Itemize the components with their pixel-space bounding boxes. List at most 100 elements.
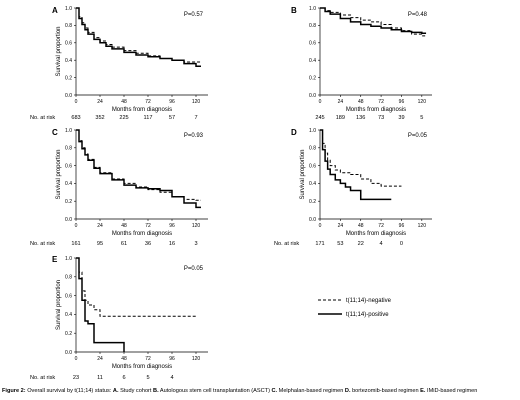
panel-e-xtick-label: 96	[169, 356, 175, 362]
panel-c-xtick-label: 120	[192, 223, 201, 229]
panel-d-ytick-label: 1.0	[309, 128, 316, 134]
panel-a-letter: A	[52, 6, 58, 15]
panel-b-at-risk-value: 245	[315, 115, 324, 121]
panel-a-at-risk-label: No. at risk	[30, 115, 55, 121]
panel-a-ytick-label: 0.8	[65, 23, 72, 29]
panel-a-ytick-label: 0.0	[65, 93, 72, 99]
panel-a-ytick-label: 0.2	[65, 75, 72, 81]
panel-a-at-risk-value: 117	[144, 115, 153, 121]
panel-a-xtick-label: 120	[192, 99, 201, 105]
panel-a-pvalue: P=0.57	[184, 12, 204, 18]
panel-e-ytick-label: 0.8	[65, 275, 72, 281]
caption-part-b: Autologous stem cell transplantation (AS…	[159, 388, 270, 394]
caption-part-e: IMiD-based regimen	[427, 388, 478, 394]
panel-e-at-risk-value: 5	[146, 375, 149, 381]
figure-caption: Figure 2: Overall survival by t(11;14) s…	[2, 388, 520, 394]
panel-b-xtick-label: 72	[378, 99, 384, 105]
panel-d-xtick-label: 96	[399, 223, 405, 229]
panel-d-letter: D	[291, 128, 297, 137]
panel-c-xtick-label: 72	[145, 223, 151, 229]
panel-e-ylabel: Survival proportion	[56, 280, 62, 330]
panel-c-ylabel: Survival proportion	[56, 149, 62, 199]
panel-c-xtick-label: 48	[121, 223, 127, 229]
panel-d-xtick-label: 0	[319, 223, 322, 229]
panel-b-ytick-label: 1.0	[309, 6, 316, 12]
panel-a-xtick-label: 24	[97, 99, 103, 105]
panel-b-series-solid	[320, 7, 427, 34]
panel-e-pvalue: P=0.05	[184, 266, 204, 272]
panel-d-series-dashed	[320, 129, 402, 187]
panel-d-xtick-label: 72	[378, 223, 384, 229]
panel-a-xtick-label: 48	[121, 99, 127, 105]
panel-c-at-risk-value: 16	[169, 241, 175, 247]
panel-e-letter: E	[52, 255, 58, 264]
caption-part-c: Melphalan-based regimen	[278, 388, 344, 394]
panel-a-ytick-label: 0.6	[65, 41, 72, 47]
panel-e-ytick-label: 1.0	[65, 256, 72, 262]
caption-label: Figure 2:	[2, 388, 26, 394]
panel-d-xtick-label: 120	[418, 223, 427, 229]
caption-letter-e: E.	[420, 388, 426, 394]
panel-a-series-solid	[76, 7, 201, 68]
panel-b-at-risk-value: 189	[336, 115, 345, 121]
panel-c-xtick-label: 96	[169, 223, 175, 229]
panel-c-ytick-label: 0.0	[65, 217, 72, 223]
panel-e-series-dashed	[76, 257, 196, 317]
panel-e-at-risk-label: No. at risk	[30, 375, 55, 381]
panel-e-at-risk-value: 4	[170, 375, 173, 381]
panel-d-ytick-label: 0.8	[309, 146, 316, 152]
panel-c-letter: C	[52, 128, 58, 137]
panel-e-ytick-label: 0.4	[65, 312, 72, 318]
panel-b-xlabel: Months from diagnosis	[346, 107, 406, 113]
panel-e-xtick-label: 120	[192, 356, 201, 362]
caption-letter-b: B.	[153, 388, 159, 394]
panel-d-at-risk-value: 53	[337, 241, 343, 247]
panel-a-at-risk-value: 7	[194, 115, 197, 121]
panel-d-xlabel: Months from diagnosis	[346, 231, 406, 237]
panel-b-at-risk-value: 5	[420, 115, 423, 121]
caption-letter-c: C.	[271, 388, 278, 394]
panel-e-at-risk-value: 11	[97, 375, 103, 381]
panel-e-at-risk-value: 23	[73, 375, 79, 381]
panel-b-xtick-label: 120	[418, 99, 427, 105]
panel-b-xtick-label: 0	[319, 99, 322, 105]
panel-a-xlabel: Months from diagnosis	[112, 107, 172, 113]
panel-e-xtick-label: 0	[75, 356, 78, 362]
legend-label-dashed: t(11;14)-negative	[346, 298, 392, 304]
caption-part-a: Study cohort	[120, 388, 152, 394]
panel-b-at-risk-value: 136	[356, 115, 365, 121]
panel-d-pvalue: P=0.05	[408, 133, 428, 139]
panel-b-ytick-label: 0.0	[309, 93, 316, 99]
panel-e-xlabel: Months from diagnosis	[112, 364, 172, 370]
panel-d-xtick-label: 24	[338, 223, 344, 229]
panel-c-ytick-label: 0.4	[65, 181, 72, 187]
panel-d-at-risk-value: 171	[315, 241, 324, 247]
panel-c-at-risk-label: No. at risk	[30, 241, 55, 247]
panel-b-xtick-label: 48	[358, 99, 364, 105]
panel-b-at-risk-value: 73	[378, 115, 384, 121]
panel-a-ytick-label: 1.0	[65, 6, 72, 12]
panel-e-xtick-label: 72	[145, 356, 151, 362]
panel-a-at-risk-value: 683	[71, 115, 80, 121]
legend-label-solid: t(11;14)-positive	[346, 312, 389, 318]
panel-e-series-solid	[76, 257, 125, 352]
panel-d-series-solid	[320, 129, 392, 201]
panel-d-at-risk-label: No. at risk	[274, 241, 299, 247]
panel-a-xtick-label: 96	[169, 99, 175, 105]
panel-b-at-risk-value: 39	[398, 115, 404, 121]
panel-b-letter: B	[291, 6, 297, 15]
panel-d-ytick-label: 0.6	[309, 163, 316, 169]
panel-d-ytick-label: 0.2	[309, 199, 316, 205]
panel-d-ylabel: Survival proportion	[300, 149, 306, 199]
panel-d-at-risk-value: 4	[380, 241, 383, 247]
panel-b-ytick-label: 0.4	[309, 58, 316, 64]
panel-e-ytick-label: 0.6	[65, 293, 72, 299]
panel-e-ytick-label: 0.0	[65, 350, 72, 356]
panel-c-at-risk-value: 161	[71, 241, 80, 247]
panel-e-xtick-label: 48	[121, 356, 127, 362]
panel-b-ytick-label: 0.2	[309, 75, 316, 81]
panel-d-xtick-label: 48	[358, 223, 364, 229]
panel-a-xtick-label: 72	[145, 99, 151, 105]
panel-b-ytick-label: 0.8	[309, 23, 316, 29]
